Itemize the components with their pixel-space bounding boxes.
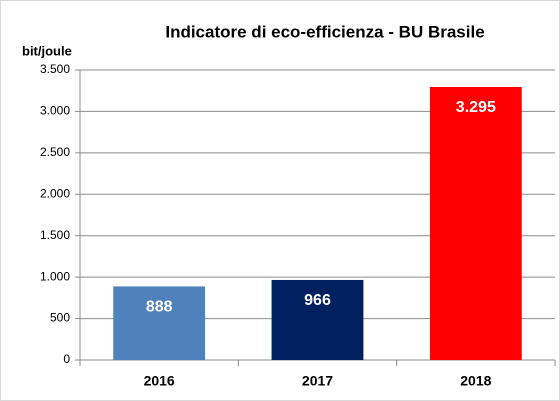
- y-tick-label: 0: [63, 352, 70, 366]
- y-tick-label: 1.500: [40, 228, 70, 242]
- y-tick-label: 1.000: [40, 269, 70, 283]
- y-tick-label: 3.000: [40, 104, 70, 118]
- x-tick-label: 2017: [302, 373, 333, 389]
- data-label: 3.295: [456, 99, 496, 116]
- y-tick-label: 2.000: [40, 186, 70, 200]
- bar: [271, 279, 364, 360]
- y-tick-label: 3.500: [40, 62, 70, 76]
- data-label: 966: [304, 292, 331, 309]
- y-axis-label: bit/joule: [22, 43, 72, 58]
- x-tick-label: 2018: [460, 373, 491, 389]
- bar: [113, 286, 206, 360]
- y-tick-label: 500: [50, 311, 70, 325]
- x-tick-label: 2016: [144, 373, 175, 389]
- chart-title: Indicatore di eco-efficienza - BU Brasil…: [165, 22, 484, 41]
- data-label: 888: [146, 299, 173, 316]
- bar: [429, 86, 522, 360]
- y-tick-label: 2.500: [40, 145, 70, 159]
